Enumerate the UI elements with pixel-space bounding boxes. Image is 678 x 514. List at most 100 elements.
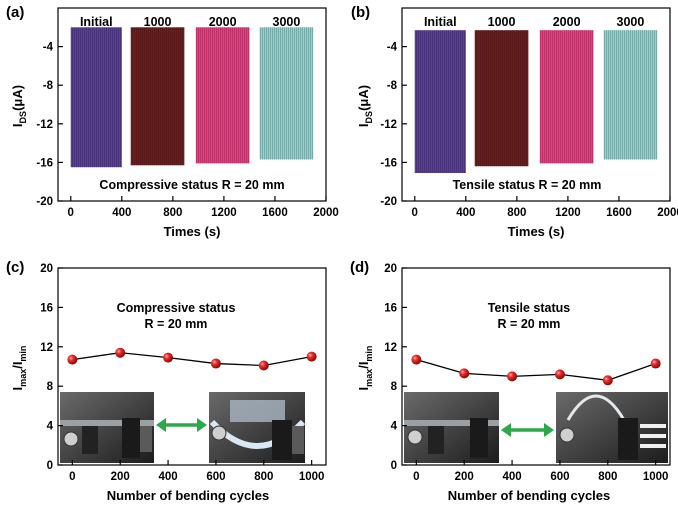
signal-texture: [259, 27, 314, 160]
y-axis-label: IDS(μA): [10, 85, 28, 127]
x-tick-label: 1000: [643, 471, 669, 483]
status-annotation: Tensile status R = 20 mm: [453, 178, 602, 192]
x-tick-label: 1600: [262, 207, 288, 219]
x-tick-label: 200: [455, 471, 474, 483]
x-tick-label: 2000: [313, 207, 339, 219]
data-point: [163, 352, 174, 363]
x-tick-label: 800: [254, 471, 273, 483]
plot-area: 0 200 400 600 800 1000 0 4 8 12 16 20: [384, 263, 668, 483]
x-tick-label: 0: [412, 207, 418, 219]
signal-texture: [539, 30, 594, 164]
x-tick-label: 400: [158, 471, 177, 483]
data-point: [650, 358, 661, 369]
series-label: 3000: [617, 15, 645, 29]
x-tick-label: 400: [112, 207, 131, 219]
signal-texture: [70, 27, 122, 168]
double-arrow: [501, 423, 554, 437]
plot-frame: [401, 267, 671, 466]
data-line: [72, 352, 312, 367]
x-tick-label: 1200: [211, 207, 237, 219]
data-point: [67, 354, 78, 365]
y-label-sub2: min: [18, 346, 28, 362]
y-label-sub1: max: [18, 369, 28, 387]
y-tick-label: -4: [43, 42, 54, 54]
x-tick-label: 200: [111, 471, 130, 483]
y-tick-label: 4: [47, 421, 54, 433]
x-tick-label: 600: [206, 471, 225, 483]
y-tick-label: -16: [380, 157, 397, 169]
y-label-main1: I: [10, 387, 25, 391]
data-point: [459, 368, 470, 379]
status-annotation-line1: Compressive status: [117, 301, 236, 315]
plot-frame: [57, 267, 327, 466]
data-point: [507, 371, 518, 382]
y-tick-label: 12: [384, 342, 397, 354]
x-axis-label: Number of bending cycles: [107, 488, 270, 503]
status-annotation: Compressive status R = 20 mm: [99, 178, 284, 192]
y-axis-label: Imax/Imin: [10, 346, 28, 391]
y-tick-label: 16: [384, 302, 397, 314]
status-annotation-line1: Tensile status: [488, 301, 570, 315]
signal-texture: [603, 30, 658, 160]
x-tick-label: 2000: [657, 207, 678, 219]
plot-area: 0 400 800 1200 1600 2000 -4 -8 -12 -16 -20 Initial 1…: [36, 15, 338, 219]
inset-photo-bent: [209, 392, 306, 463]
x-tick-label: 800: [598, 471, 617, 483]
data-line: [416, 358, 656, 381]
data-point: [306, 351, 317, 362]
double-arrow: [156, 418, 207, 432]
x-tick-label: 800: [507, 207, 526, 219]
series-label: Initial: [80, 15, 113, 29]
y-tick-label: 20: [40, 263, 53, 275]
panel-a: (a) 0 400 800 1200 1600 2000 -4 -8 -12 -16 -20 Init…: [6, 4, 339, 239]
y-tick-label: 0: [391, 460, 397, 472]
y-label-main: I: [10, 123, 25, 127]
y-tick-label: 0: [47, 460, 53, 472]
data-point: [602, 375, 613, 386]
y-label-mid: /I: [10, 362, 25, 369]
x-tick-label: 1000: [299, 471, 325, 483]
y-tick-label: -12: [380, 119, 397, 131]
inset-photo-bent: [556, 392, 668, 463]
data-point: [210, 358, 221, 369]
data-point: [115, 347, 126, 358]
x-axis-label: Times (s): [508, 224, 565, 239]
y-tick-label: -20: [380, 196, 397, 208]
y-tick-label: 12: [40, 342, 53, 354]
signal-texture: [414, 30, 466, 174]
data-point: [554, 369, 565, 380]
y-label-sub1: max: [364, 369, 374, 387]
plot-frame: [57, 7, 327, 202]
status-annotation-line2: R = 20 mm: [498, 317, 561, 331]
y-label-sub: DS: [364, 111, 374, 124]
x-tick-label: 400: [456, 207, 475, 219]
y-tick-label: -8: [387, 80, 398, 92]
y-axis-label: IDS(μA): [356, 85, 374, 127]
plot-area: 0 200 400 600 800 1000 0 4 8 12 16 20: [40, 263, 324, 483]
x-tick-label: 0: [413, 471, 419, 483]
x-tick-label: 1200: [555, 207, 581, 219]
x-tick-label: 400: [502, 471, 521, 483]
series-label: 3000: [273, 15, 301, 29]
plot-frame: [401, 7, 671, 202]
x-axis-label: Times (s): [164, 224, 221, 239]
inset-photo-flat: [404, 392, 499, 463]
y-label-sub2: min: [364, 346, 374, 362]
panel-label: (b): [351, 4, 370, 21]
series-label: 1000: [488, 15, 516, 29]
plot-area: 0 400 800 1200 1600 2000 -4 -8 -12 -16 -20 Initial 1…: [380, 15, 678, 219]
series-label: Initial: [424, 15, 457, 29]
inset-photo-flat: [60, 392, 154, 463]
status-annotation-line2: R = 20 mm: [145, 317, 208, 331]
panel-label: (d): [350, 259, 369, 276]
data-point: [258, 360, 269, 371]
signal-texture: [130, 27, 185, 166]
y-tick-label: 4: [391, 421, 398, 433]
x-tick-label: 0: [69, 471, 75, 483]
y-tick-label: -4: [387, 42, 398, 54]
y-label-main1: I: [356, 387, 371, 391]
panel-label: (a): [6, 4, 24, 21]
y-label-tail: (μA): [356, 85, 371, 111]
y-tick-label: -16: [36, 157, 53, 169]
